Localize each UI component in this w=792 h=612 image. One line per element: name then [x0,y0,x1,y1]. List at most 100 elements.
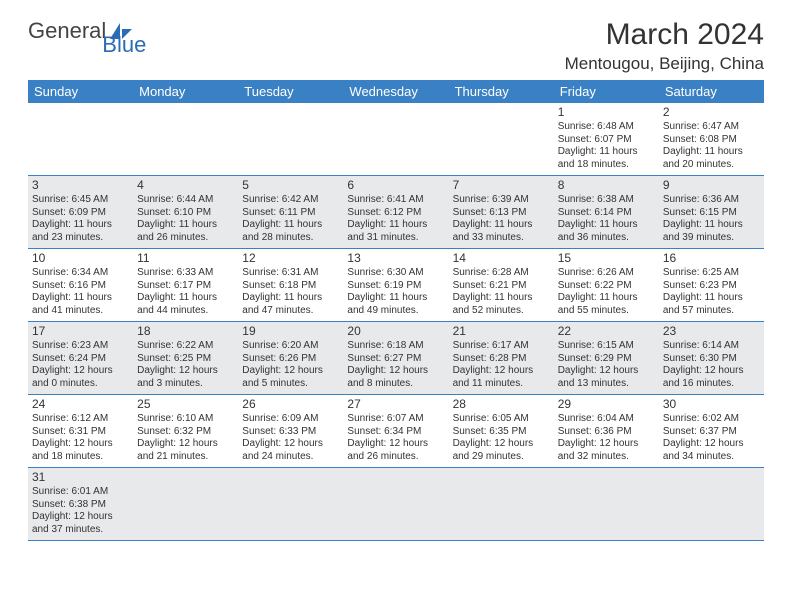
day-number: 26 [242,397,339,412]
day-cell: 5Sunrise: 6:42 AMSunset: 6:11 PMDaylight… [238,176,343,249]
day-number: 2 [663,105,760,120]
day-info: Daylight: 12 hours [453,438,550,451]
day-info: Daylight: 11 hours [347,292,444,305]
week-row: 10Sunrise: 6:34 AMSunset: 6:16 PMDayligh… [28,249,764,322]
day-info: Daylight: 12 hours [32,511,129,524]
day-info: Sunset: 6:26 PM [242,353,339,366]
day-number: 7 [453,178,550,193]
day-cell [343,103,448,176]
day-info: Sunrise: 6:41 AM [347,194,444,207]
logo-text-1: General [28,18,106,44]
day-cell [449,103,554,176]
day-info: Sunrise: 6:33 AM [137,267,234,280]
day-info: Sunrise: 6:17 AM [453,340,550,353]
day-info: Sunrise: 6:02 AM [663,413,760,426]
logo-text-2: Blue [102,32,146,57]
weekday-2: Tuesday [238,80,343,103]
day-cell: 7Sunrise: 6:39 AMSunset: 6:13 PMDaylight… [449,176,554,249]
day-info: and 13 minutes. [558,378,655,391]
day-info: Daylight: 12 hours [663,365,760,378]
day-info: Sunrise: 6:01 AM [32,486,129,499]
day-cell: 11Sunrise: 6:33 AMSunset: 6:17 PMDayligh… [133,249,238,322]
day-info: Daylight: 12 hours [663,438,760,451]
day-info: Daylight: 11 hours [32,292,129,305]
week-row: 17Sunrise: 6:23 AMSunset: 6:24 PM Dayligh… [28,322,764,395]
day-info: Daylight: 12 hours [137,365,234,378]
day-info: and 44 minutes. [137,305,234,318]
day-cell: 28Sunrise: 6:05 AMSunset: 6:35 PMDayligh… [449,395,554,468]
day-info: Sunset: 6:37 PM [663,426,760,439]
day-cell: 18Sunrise: 6:22 AMSunset: 6:25 PMDayligh… [133,322,238,395]
day-info: Daylight: 12 hours [32,438,129,451]
day-info: Sunrise: 6:38 AM [558,194,655,207]
title-block: March 2024 Mentougou, Beijing, China [565,18,764,74]
day-info: Sunrise: 6:34 AM [32,267,129,280]
day-info: Sunrise: 6:14 AM [663,340,760,353]
day-info: Sunset: 6:09 PM [32,207,129,220]
day-info: Sunrise: 6:31 AM [242,267,339,280]
day-number: 1 [558,105,655,120]
day-info: and 28 minutes. [242,232,339,245]
day-cell: 17Sunrise: 6:23 AMSunset: 6:24 PMDayligh… [28,322,133,395]
day-number: 3 [32,178,129,193]
day-info: Sunset: 6:27 PM [347,353,444,366]
day-info: Daylight: 11 hours [663,292,760,305]
day-info: Daylight: 11 hours [347,219,444,232]
logo: General Blue [28,18,180,44]
day-info: Sunrise: 6:26 AM [558,267,655,280]
day-info: Sunrise: 6:15 AM [558,340,655,353]
day-info: Daylight: 12 hours [453,365,550,378]
day-info: and 3 minutes. [137,378,234,391]
day-info: Sunset: 6:36 PM [558,426,655,439]
day-info: Sunset: 6:13 PM [453,207,550,220]
day-number: 31 [32,470,129,485]
day-number: 17 [32,324,129,339]
day-cell: 23Sunrise: 6:14 AMSunset: 6:30 PMDayligh… [659,322,764,395]
day-info: Sunset: 6:21 PM [453,280,550,293]
day-number: 12 [242,251,339,266]
day-info: Sunset: 6:24 PM [32,353,129,366]
day-info: Sunrise: 6:47 AM [663,121,760,134]
day-info: Daylight: 11 hours [663,219,760,232]
day-info: Sunrise: 6:23 AM [32,340,129,353]
day-info: Sunset: 6:10 PM [137,207,234,220]
day-info: Sunrise: 6:05 AM [453,413,550,426]
day-info: Sunrise: 6:36 AM [663,194,760,207]
day-info: Sunset: 6:08 PM [663,134,760,147]
day-info: Daylight: 11 hours [137,219,234,232]
day-number: 9 [663,178,760,193]
location-label: Mentougou, Beijing, China [565,54,764,74]
day-info: and 18 minutes. [32,451,129,464]
weekday-6: Saturday [659,80,764,103]
day-cell [133,103,238,176]
day-info: Sunrise: 6:30 AM [347,267,444,280]
day-info: Sunrise: 6:39 AM [453,194,550,207]
day-number: 18 [137,324,234,339]
day-info: and 47 minutes. [242,305,339,318]
day-cell [28,103,133,176]
day-info: Sunset: 6:32 PM [137,426,234,439]
day-cell [449,468,554,541]
day-info: Daylight: 11 hours [558,219,655,232]
day-cell: 8Sunrise: 6:38 AMSunset: 6:14 PMDaylight… [554,176,659,249]
week-row: 31Sunrise: 6:01 AMSunset: 6:38 PMDayligh… [28,468,764,541]
day-cell: 10Sunrise: 6:34 AMSunset: 6:16 PMDayligh… [28,249,133,322]
day-info: and 39 minutes. [663,232,760,245]
day-number: 21 [453,324,550,339]
day-info: and 23 minutes. [32,232,129,245]
calendar-table: SundayMondayTuesdayWednesdayThursdayFrid… [28,80,764,541]
day-info: Sunset: 6:18 PM [242,280,339,293]
day-number: 14 [453,251,550,266]
day-info: Daylight: 11 hours [558,292,655,305]
day-info: and 36 minutes. [558,232,655,245]
day-number: 4 [137,178,234,193]
day-cell: 1Sunrise: 6:48 AMSunset: 6:07 PMDaylight… [554,103,659,176]
day-cell: 2Sunrise: 6:47 AMSunset: 6:08 PMDaylight… [659,103,764,176]
day-info: Daylight: 12 hours [347,438,444,451]
day-info: Sunset: 6:17 PM [137,280,234,293]
day-info: and 5 minutes. [242,378,339,391]
day-info: and 29 minutes. [453,451,550,464]
day-cell [133,468,238,541]
day-info: and 34 minutes. [663,451,760,464]
day-info: Daylight: 12 hours [242,438,339,451]
